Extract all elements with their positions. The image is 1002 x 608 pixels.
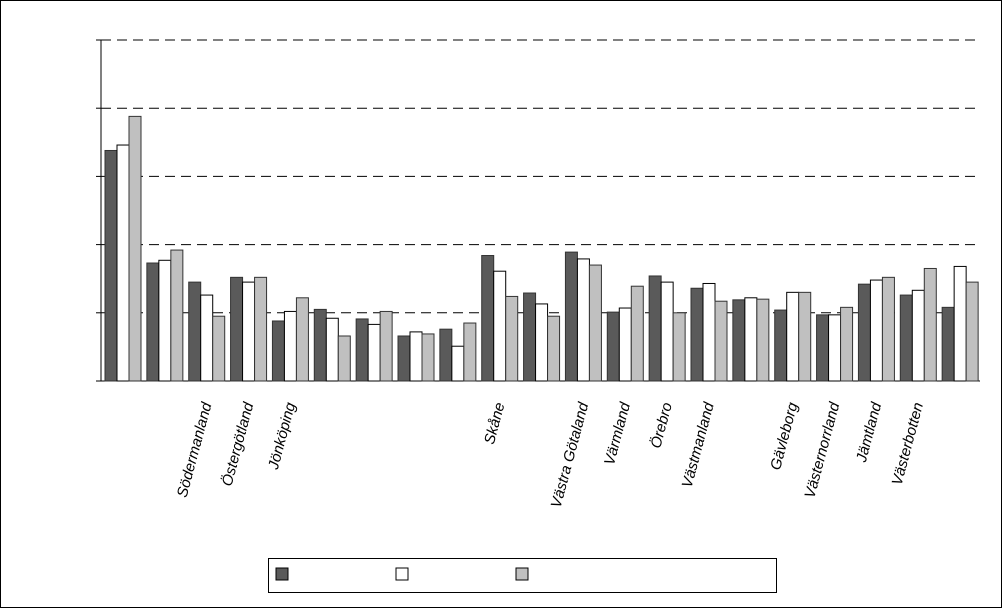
bar xyxy=(744,297,758,382)
bar xyxy=(379,310,393,382)
bar xyxy=(200,294,214,382)
bar xyxy=(104,149,118,382)
bar xyxy=(690,287,704,382)
bar xyxy=(230,276,244,382)
bar xyxy=(367,323,381,382)
bar xyxy=(618,307,632,382)
bar xyxy=(840,306,854,382)
bar xyxy=(899,294,913,382)
bar xyxy=(564,251,578,382)
bar xyxy=(941,306,955,382)
bar xyxy=(523,292,537,382)
bar xyxy=(188,281,202,382)
bar xyxy=(965,281,979,382)
bar xyxy=(786,291,800,382)
bar xyxy=(547,315,561,382)
bar xyxy=(798,291,812,382)
bar xyxy=(505,295,519,382)
legend-swatch xyxy=(395,567,409,581)
bar xyxy=(535,303,549,382)
bar xyxy=(588,264,602,382)
bar xyxy=(481,255,495,382)
bar xyxy=(116,144,130,382)
bar xyxy=(857,283,871,382)
bar xyxy=(672,312,686,382)
bar xyxy=(828,314,842,382)
bar xyxy=(128,115,142,382)
bar xyxy=(313,308,327,382)
bar xyxy=(756,298,770,382)
bar xyxy=(158,259,172,382)
bar xyxy=(732,299,746,382)
bar xyxy=(911,289,925,382)
bar xyxy=(660,281,674,382)
bar xyxy=(816,314,830,382)
bar xyxy=(648,275,662,382)
bar xyxy=(493,270,507,382)
bar xyxy=(923,267,937,382)
bar xyxy=(421,333,435,382)
bar xyxy=(953,265,967,382)
legend-swatch xyxy=(515,567,529,581)
bar xyxy=(337,335,351,382)
bar xyxy=(869,279,883,382)
bar xyxy=(630,285,644,382)
bar xyxy=(702,282,716,382)
bar xyxy=(439,328,453,382)
bar xyxy=(463,322,477,382)
bar xyxy=(451,345,465,382)
bar xyxy=(714,300,728,382)
bar xyxy=(355,318,369,382)
bar xyxy=(397,335,411,382)
bar xyxy=(295,297,309,382)
bar xyxy=(212,315,226,382)
bar xyxy=(283,310,297,382)
bar xyxy=(325,317,339,382)
bar xyxy=(881,276,895,382)
bar xyxy=(271,320,285,382)
legend-swatch xyxy=(275,567,289,581)
bar xyxy=(606,311,620,382)
bar xyxy=(242,281,256,382)
bar xyxy=(146,262,160,382)
bar xyxy=(774,309,788,382)
bar xyxy=(409,331,423,382)
bar xyxy=(254,276,268,382)
bar xyxy=(170,249,184,382)
bar xyxy=(576,258,590,382)
